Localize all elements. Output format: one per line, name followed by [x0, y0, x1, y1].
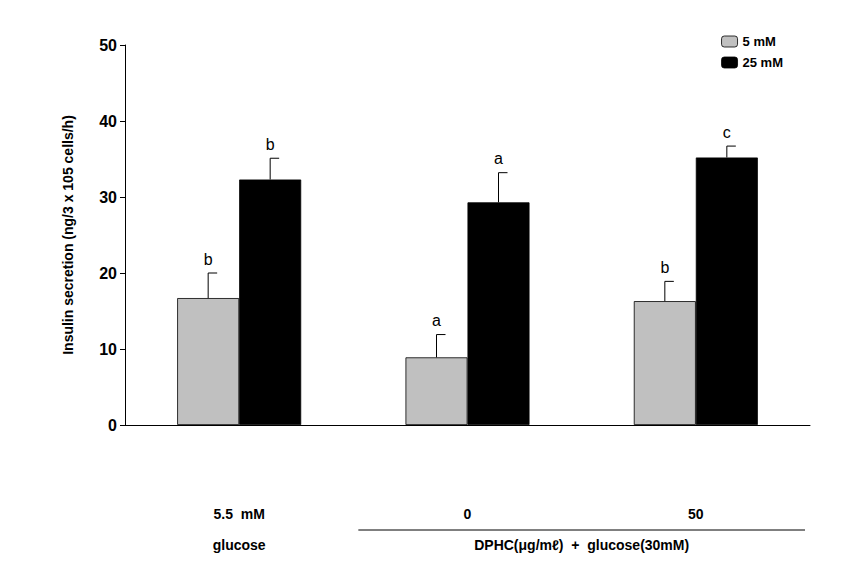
svg-text:30: 30 [99, 189, 117, 206]
svg-text:5 mM: 5 mM [743, 34, 776, 49]
svg-text:0: 0 [464, 506, 472, 522]
svg-text:glucose: glucose [213, 537, 266, 553]
svg-text:40: 40 [99, 113, 117, 130]
svg-text:20: 20 [99, 265, 117, 282]
svg-text:Insulin secretion (ng/3 x 105: Insulin secretion (ng/3 x 105 cells/h) [60, 115, 76, 355]
svg-text:c: c [723, 124, 731, 141]
svg-text:0: 0 [108, 417, 117, 434]
svg-text:10: 10 [99, 341, 117, 358]
svg-text:DPHC(μg/mℓ) + glucose(30mM): DPHC(μg/mℓ) + glucose(30mM) [474, 537, 689, 553]
svg-text:5.5 mM: 5.5 mM [213, 506, 264, 522]
svg-text:b: b [204, 251, 213, 268]
svg-text:25 mM: 25 mM [743, 55, 783, 70]
svg-text:50: 50 [99, 37, 117, 54]
svg-text:a: a [494, 150, 503, 167]
svg-text:b: b [660, 259, 669, 276]
svg-text:50: 50 [688, 506, 704, 522]
svg-text:b: b [266, 136, 275, 153]
svg-text:a: a [432, 312, 441, 329]
